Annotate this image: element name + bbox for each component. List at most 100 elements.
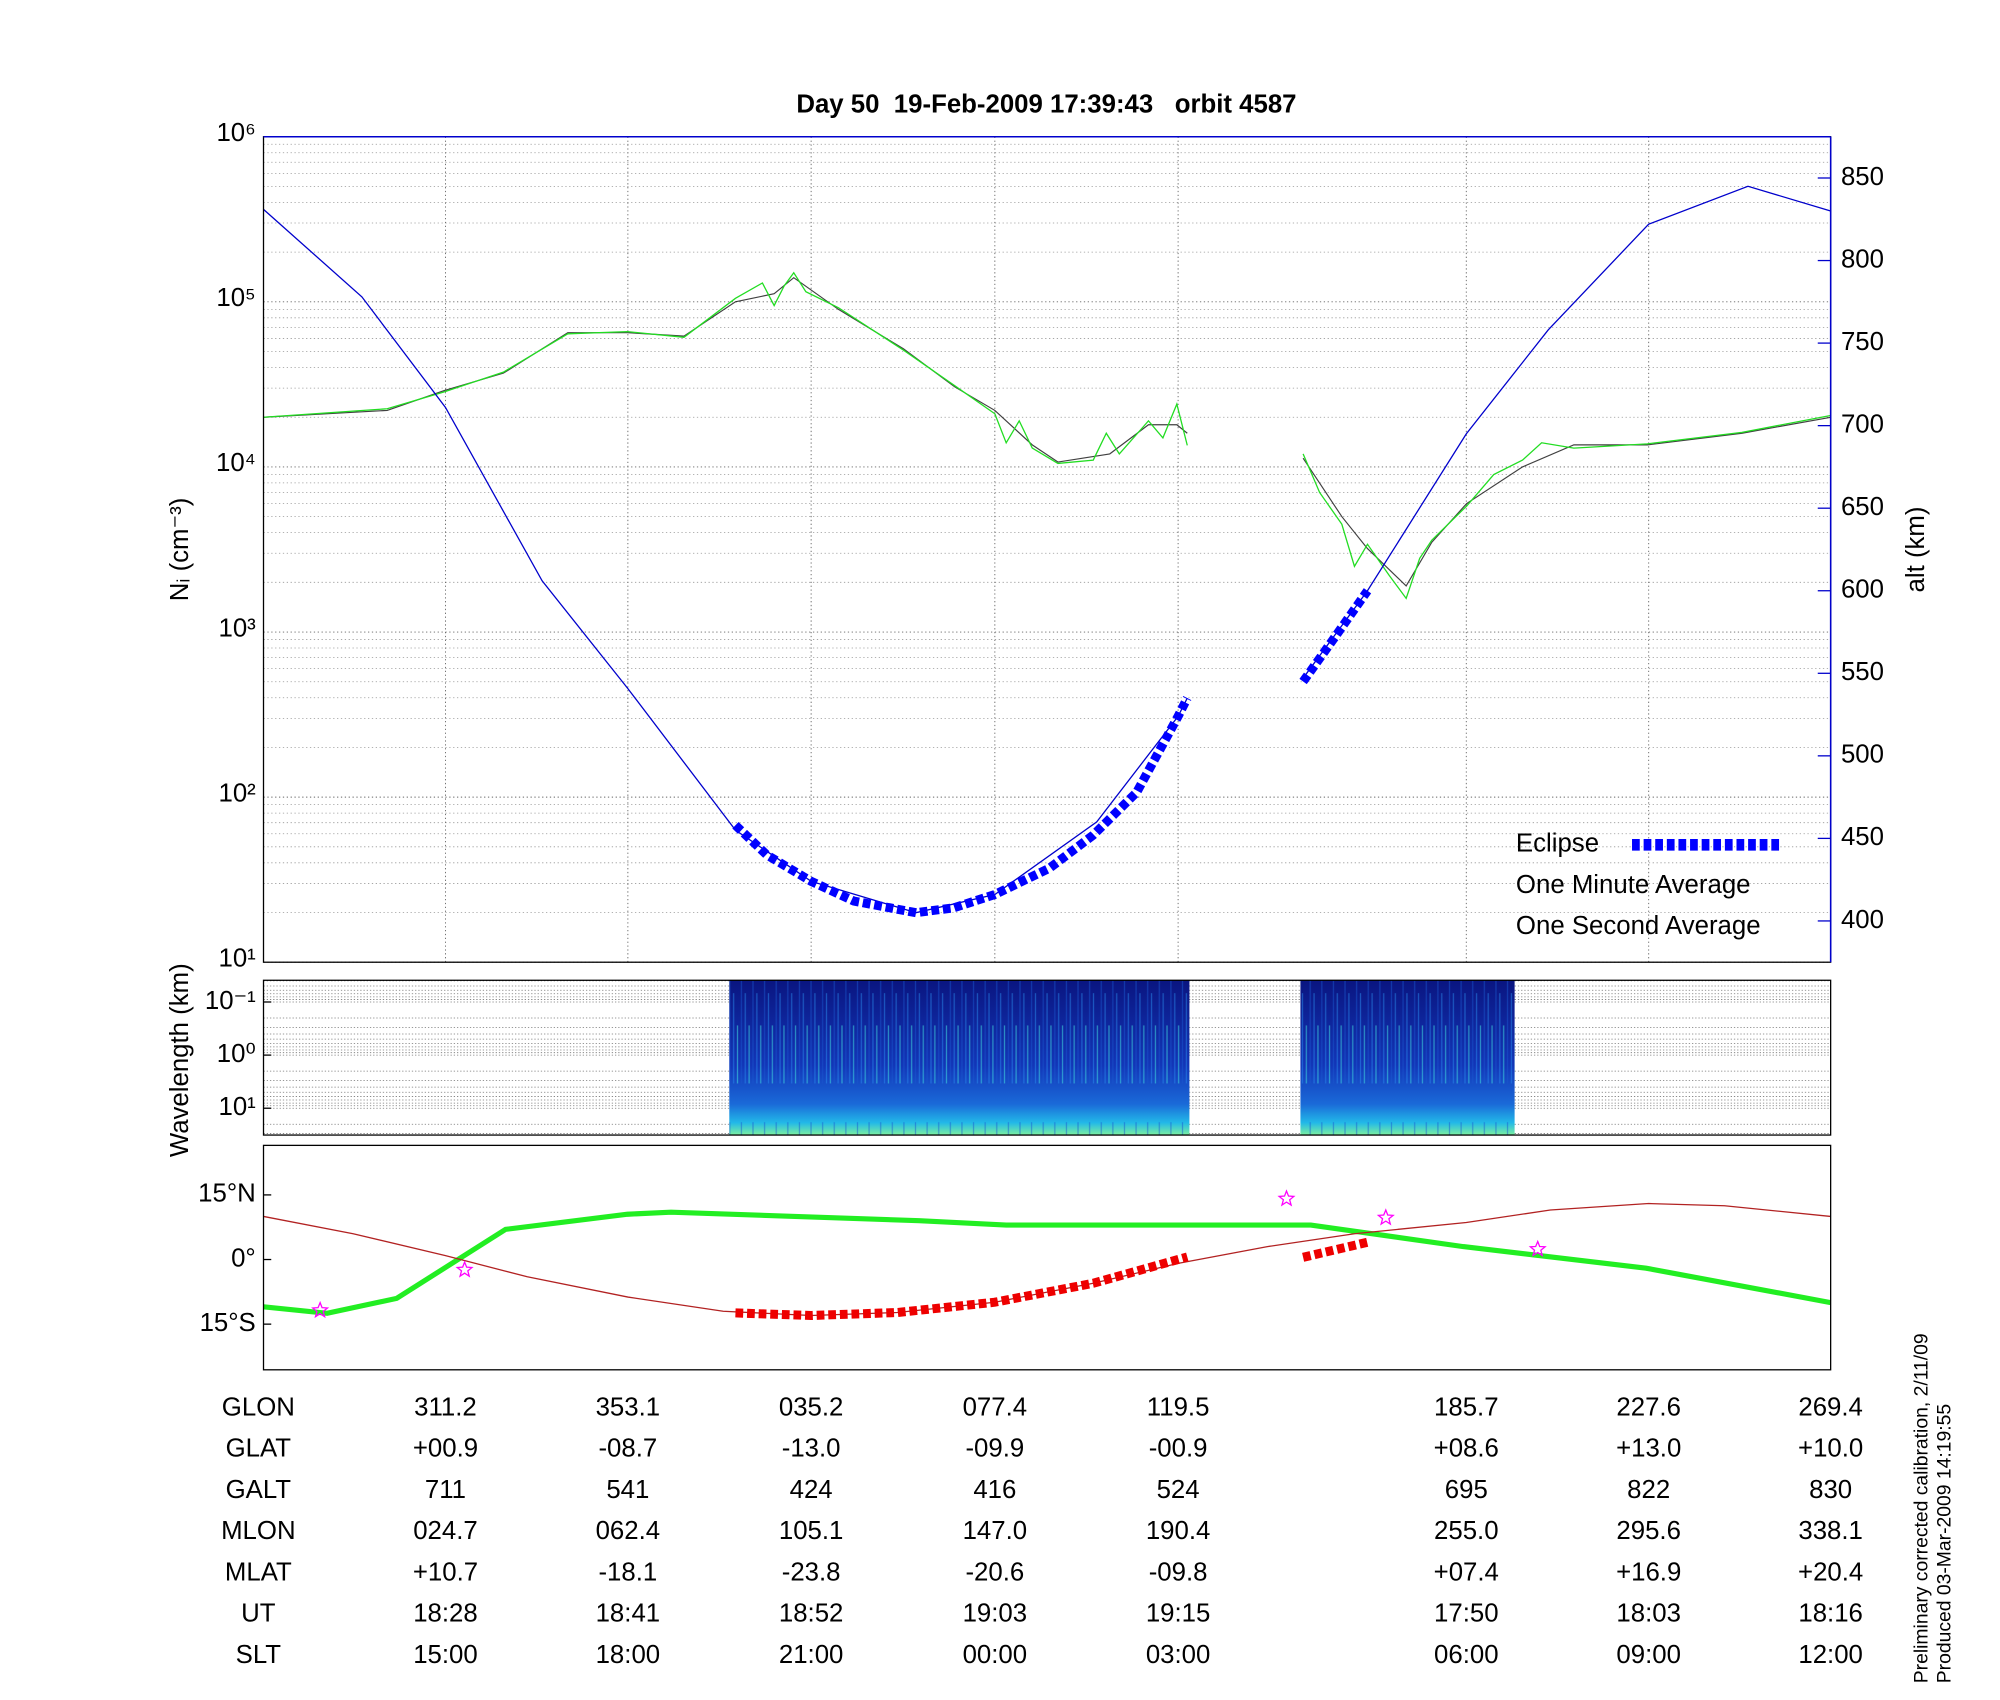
- table-cell: -13.0: [782, 1435, 841, 1463]
- y-axis-label: Nᵢ (cm⁻³): [166, 498, 194, 602]
- table-cell: -20.6: [965, 1558, 1024, 1586]
- station-marker: [455, 1260, 474, 1278]
- y-tick-label: 10⁵: [216, 284, 255, 312]
- station-marker: [311, 1300, 330, 1319]
- table-cell: 17:50: [1434, 1600, 1499, 1628]
- station-marker: [1528, 1239, 1547, 1257]
- table-cell: 00:00: [963, 1641, 1028, 1669]
- table-cell: 416: [973, 1476, 1016, 1504]
- y2-tick-label: 850: [1841, 163, 1884, 191]
- table-cell: 711: [425, 1476, 466, 1504]
- row-label: SLT: [236, 1641, 282, 1669]
- table-cell: -00.9: [1149, 1435, 1208, 1463]
- table-cell: 15:00: [413, 1641, 478, 1669]
- table-cell: +00.9: [413, 1435, 478, 1463]
- table-cell: 524: [1157, 1476, 1200, 1504]
- table-cell: 19:15: [1146, 1600, 1211, 1628]
- plot-frame: [262, 1144, 1832, 1371]
- table-cell: 03:00: [1146, 1641, 1211, 1669]
- y-tick-label: 10³: [219, 614, 257, 642]
- y2-tick-label: 500: [1841, 741, 1884, 769]
- y2-axis-label: alt (km): [1902, 507, 1930, 593]
- table-cell: 12:00: [1798, 1641, 1863, 1669]
- map-track: [263, 1202, 1831, 1317]
- table-cell: 830: [1809, 1476, 1852, 1504]
- table-cell: +10.7: [413, 1558, 478, 1586]
- row-label: MLAT: [225, 1558, 292, 1586]
- chart-title: Day 50 19-Feb-2009 17:39:43 orbit 4587: [796, 91, 1296, 119]
- table-cell: 190.4: [1146, 1517, 1211, 1545]
- table-cell: +16.9: [1616, 1558, 1681, 1586]
- y-tick-label: 15°S: [200, 1309, 256, 1337]
- table-cell: 035.2: [779, 1393, 844, 1421]
- table-cell: 19:03: [963, 1600, 1028, 1628]
- y-tick-label: 0°: [231, 1244, 256, 1272]
- table-cell: 185.7: [1434, 1393, 1499, 1421]
- y-tick-label: 10⁻¹: [205, 987, 256, 1015]
- y2-tick-label: 700: [1841, 410, 1884, 438]
- table-cell: 18:28: [413, 1600, 478, 1628]
- table-cell: 105.1: [779, 1517, 844, 1545]
- series-line: [732, 588, 1372, 918]
- plot-frame: [262, 979, 1832, 1136]
- y2-tick-label: 750: [1841, 328, 1884, 356]
- table-cell: 024.7: [413, 1517, 478, 1545]
- y2-tick-label: 800: [1841, 245, 1884, 273]
- table-cell: 062.4: [596, 1517, 661, 1545]
- table-cell: 18:03: [1616, 1600, 1681, 1628]
- table-cell: 18:52: [779, 1600, 844, 1628]
- table-cell: 695: [1445, 1476, 1488, 1504]
- row-label: GLAT: [226, 1435, 292, 1463]
- table-cell: 338.1: [1798, 1517, 1863, 1545]
- y-tick-label: 15°N: [198, 1180, 256, 1208]
- row-label: MLON: [221, 1517, 295, 1545]
- table-cell: 295.6: [1616, 1517, 1681, 1545]
- y2-tick-label: 550: [1841, 658, 1884, 686]
- table-cell: 119.5: [1147, 1393, 1210, 1421]
- table-cell: -18.1: [598, 1558, 657, 1586]
- station-marker: [1376, 1208, 1395, 1226]
- map-track: [263, 1209, 1832, 1316]
- y-tick-label: 10²: [219, 779, 257, 807]
- legend-label: One Minute Average: [1516, 871, 1751, 899]
- table-cell: 541: [606, 1476, 649, 1504]
- station-marker: [1277, 1189, 1296, 1207]
- legend-label: One Second Average: [1516, 912, 1761, 940]
- table-cell: 147.0: [963, 1517, 1028, 1545]
- y-tick-label: 10⁰: [217, 1040, 256, 1068]
- row-label: UT: [241, 1600, 276, 1628]
- y2-tick-label: 400: [1841, 906, 1884, 934]
- legend-label: Eclipse: [1516, 830, 1599, 858]
- table-cell: +07.4: [1434, 1558, 1499, 1586]
- y2-tick-label: 450: [1841, 823, 1884, 851]
- table-cell: -23.8: [782, 1558, 841, 1586]
- table-cell: 18:16: [1798, 1600, 1863, 1628]
- table-cell: 269.4: [1798, 1393, 1863, 1421]
- y-axis-label: Wavelength (km): [166, 963, 194, 1157]
- table-cell: -08.7: [598, 1435, 657, 1463]
- y2-tick-label: 600: [1841, 576, 1884, 604]
- map-track: [735, 1237, 1369, 1321]
- table-cell: 09:00: [1616, 1641, 1681, 1669]
- table-cell: +20.4: [1798, 1558, 1863, 1586]
- footnote: Produced 03-Mar-2009 14:19:55: [1934, 1404, 1956, 1683]
- table-cell: +10.0: [1798, 1435, 1863, 1463]
- spectrogram-texture: [729, 980, 1190, 1136]
- spectrogram-texture: [1300, 980, 1515, 1136]
- table-cell: 311.2: [414, 1393, 477, 1421]
- table-cell: 822: [1627, 1476, 1670, 1504]
- table-cell: 21:00: [779, 1641, 844, 1669]
- footnote: Preliminary corrected calibration, 2/11/…: [1910, 1333, 1932, 1683]
- table-cell: +08.6: [1434, 1435, 1499, 1463]
- y-tick-label: 10¹: [219, 944, 257, 972]
- table-cell: 424: [790, 1476, 833, 1504]
- row-label: GLON: [222, 1393, 295, 1421]
- row-label: GALT: [226, 1476, 292, 1504]
- y2-tick-label: 650: [1841, 493, 1884, 521]
- table-cell: 06:00: [1434, 1641, 1499, 1669]
- y-tick-label: 10⁶: [216, 119, 255, 147]
- table-cell: 077.4: [963, 1393, 1028, 1421]
